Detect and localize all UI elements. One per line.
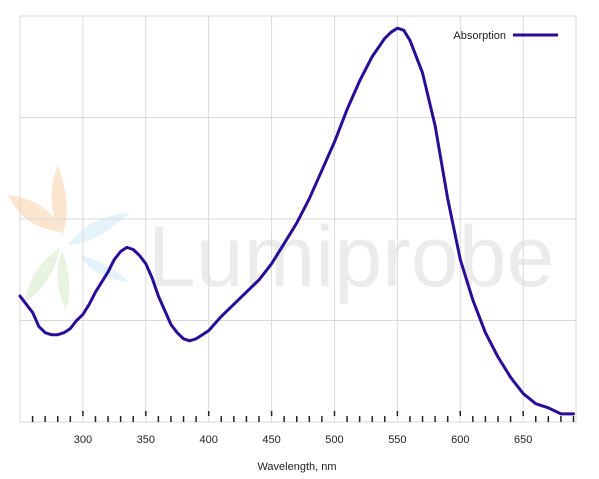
x-axis: 300 350 400 450 500 550 600 650 [31,411,575,446]
x-tick-label: 500 [325,434,343,446]
legend-label-absorption: Absorption [453,30,506,42]
series-line-absorption [18,26,575,416]
legend[interactable]: Absorption [453,30,558,42]
plot-frame [19,15,577,423]
x-tick-label: 300 [74,434,92,446]
x-tick-label: 350 [137,434,155,446]
x-tick-label: 450 [262,434,280,446]
x-tick-label: 550 [388,434,406,446]
x-tick-label: 600 [451,434,469,446]
x-axis-label: Wavelength, nm [257,461,336,473]
watermark-text: Lumiprobe [148,209,554,305]
series-layer [18,26,575,416]
watermark-logo: Lumiprobe [8,165,554,310]
x-tick-label: 400 [200,434,218,446]
x-tick-label: 650 [514,434,532,446]
